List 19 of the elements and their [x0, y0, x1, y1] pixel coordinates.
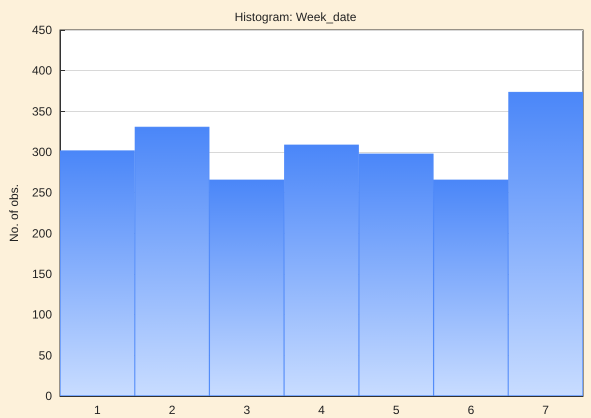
y-axis-title: No. of obs.	[7, 184, 21, 242]
y-tick-label: 400	[32, 64, 52, 78]
y-tick-label: 450	[32, 23, 52, 37]
y-tick-label: 300	[32, 145, 52, 159]
x-tick-label: 2	[168, 403, 176, 417]
y-tick-label: 200	[32, 226, 52, 240]
y-tick-label: 350	[32, 104, 52, 118]
y-tick-label: 100	[32, 308, 52, 322]
y-tick-label: 150	[32, 267, 52, 281]
chart-title: Histogram: Week_date	[234, 10, 357, 24]
x-tick-label: 4	[318, 403, 326, 417]
x-tick-label: 6	[468, 403, 475, 417]
y-tick-label: 0	[45, 389, 52, 403]
y-tick-label: 50	[38, 348, 52, 362]
x-tick-label: 5	[392, 403, 400, 417]
x-tick-label: 3	[243, 403, 250, 417]
y-tick-label: 250	[32, 186, 52, 200]
x-tick-label: 1	[94, 403, 102, 417]
x-tick-label: 7	[542, 403, 550, 417]
